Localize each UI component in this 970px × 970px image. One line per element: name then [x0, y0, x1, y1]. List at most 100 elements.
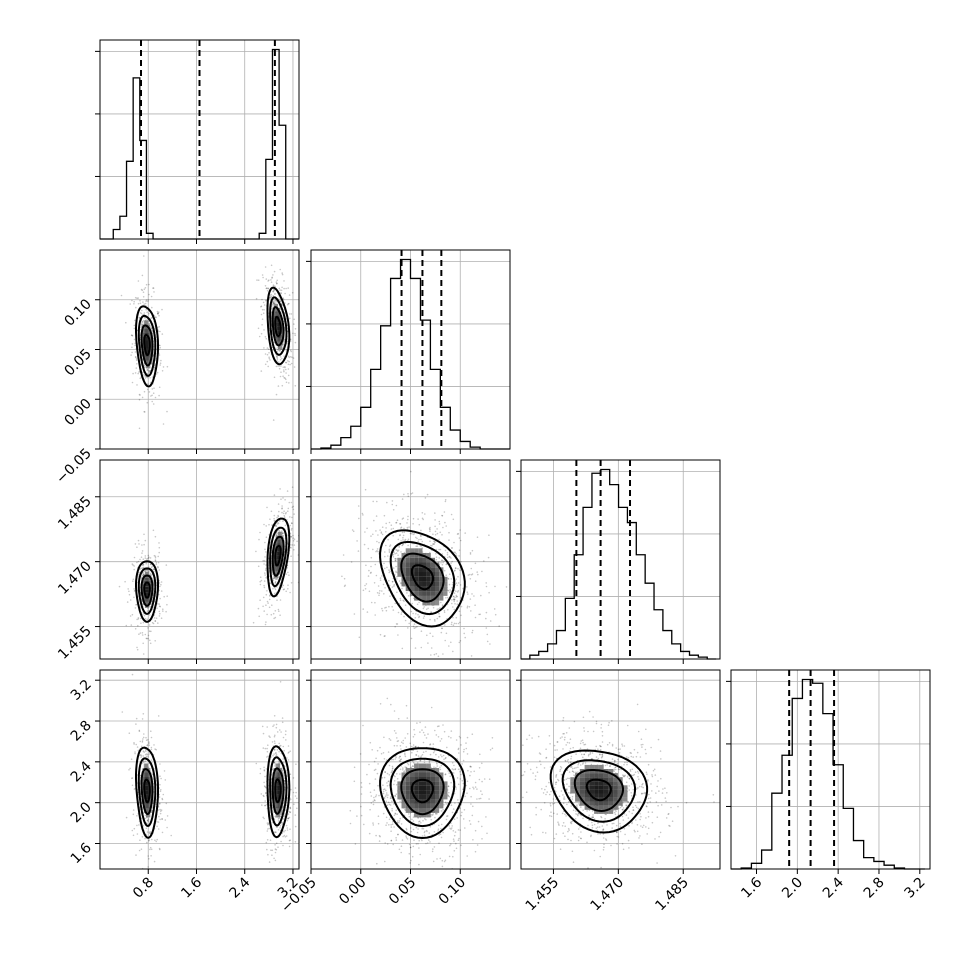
sample-point: [150, 326, 153, 329]
density-cell: [147, 803, 149, 809]
density-cell: [142, 772, 144, 777]
sample-point: [145, 308, 147, 311]
sample-point: [364, 531, 366, 533]
sample-point: [380, 752, 383, 755]
sample-point: [448, 825, 451, 827]
sample-point: [286, 827, 289, 829]
sample-point: [462, 782, 465, 785]
sample-point: [273, 376, 276, 379]
sample-point: [414, 617, 417, 619]
density-cell: [147, 589, 149, 593]
density-cell: [149, 364, 151, 369]
density-cell: [274, 799, 276, 804]
density-cell: [144, 785, 146, 791]
sample-point: [361, 512, 364, 515]
density-cell: [430, 581, 435, 587]
sample-point: [267, 828, 269, 830]
sample-point: [261, 318, 264, 321]
sample-point: [272, 301, 275, 304]
sample-point: [148, 322, 150, 325]
density-cell: [144, 763, 146, 768]
sample-point: [148, 630, 151, 632]
sample-point: [485, 585, 488, 588]
sample-point: [425, 818, 427, 821]
sample-point: [133, 568, 135, 571]
sample-point: [157, 565, 159, 568]
sample-point: [277, 818, 280, 820]
density-cell: [275, 543, 277, 548]
sample-point: [457, 575, 459, 578]
sample-point: [149, 557, 152, 559]
density-cell: [279, 799, 281, 804]
sample-point: [295, 791, 297, 794]
sample-point: [279, 614, 281, 616]
sample-point: [380, 532, 383, 534]
sample-point: [372, 822, 374, 824]
sample-point: [282, 512, 285, 515]
sample-point: [287, 817, 290, 820]
sample-point: [485, 611, 488, 614]
sample-point: [424, 734, 426, 736]
contour-0-2-mode1-level3: [274, 545, 282, 567]
density-cell: [144, 772, 146, 777]
sample-point: [400, 526, 403, 529]
sample-point: [404, 538, 407, 541]
sample-point: [476, 798, 478, 800]
sample-point: [150, 748, 153, 751]
sample-point: [458, 537, 461, 539]
sample-point: [147, 818, 150, 820]
sample-point: [258, 615, 261, 618]
sample-point: [432, 813, 435, 815]
sample-point: [148, 391, 151, 393]
sample-point: [275, 302, 277, 304]
sample-point: [453, 598, 456, 601]
sample-point: [272, 274, 274, 276]
contour-0-3-mode0-level1: [137, 757, 157, 828]
sample-point: [158, 569, 161, 571]
sample-point: [397, 550, 399, 553]
sample-point: [285, 835, 288, 837]
sample-point: [430, 819, 433, 821]
sample-point: [455, 616, 458, 619]
sample-point: [152, 778, 154, 780]
sample-point: [146, 369, 148, 371]
sample-point: [280, 365, 282, 367]
sample-point: [435, 558, 438, 561]
sample-point: [156, 825, 158, 828]
sample-point: [282, 736, 285, 739]
sample-point: [286, 775, 289, 777]
sample-point: [276, 356, 279, 358]
sample-point: [379, 577, 382, 579]
sample-point: [150, 563, 152, 566]
sample-point: [369, 791, 372, 794]
sample-point: [453, 551, 455, 553]
sample-point: [445, 756, 447, 759]
density-cell: [147, 601, 149, 605]
sample-point: [265, 593, 268, 596]
sample-point: [294, 334, 297, 337]
sample-point: [137, 539, 140, 542]
sample-point: [278, 745, 281, 747]
sample-point: [276, 523, 279, 525]
density-cell: [405, 567, 410, 573]
sample-point: [159, 344, 161, 347]
sample-point: [275, 578, 277, 581]
density-cell: [281, 547, 283, 552]
density-cell: [276, 555, 278, 560]
sample-point: [288, 382, 290, 384]
density-cell: [277, 326, 279, 331]
sample-point: [435, 734, 438, 736]
density-cell: [143, 580, 145, 584]
sample-point: [393, 585, 395, 587]
sample-point: [291, 506, 294, 509]
sample-point: [148, 283, 150, 286]
sample-point: [259, 768, 262, 770]
sample-point: [159, 808, 161, 811]
sample-point: [287, 752, 290, 754]
sample-point: [278, 349, 281, 352]
sample-point: [372, 533, 374, 536]
sample-point: [265, 299, 268, 301]
sample-point: [441, 604, 444, 606]
sample-point: [275, 842, 278, 845]
sample-point: [141, 321, 143, 323]
